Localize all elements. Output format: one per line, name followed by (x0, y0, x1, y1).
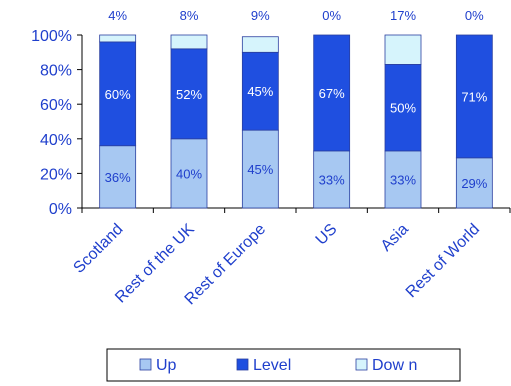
category-label: Scotland (70, 221, 126, 277)
bar-segment-level (241, 51, 279, 131)
legend-label: Dow n (372, 357, 417, 374)
data-label-down: 17% (390, 8, 416, 23)
data-label-level: 71% (461, 89, 487, 104)
bar-segment-up (170, 138, 208, 209)
legend-label: Level (253, 357, 291, 374)
data-label-up: 29% (461, 176, 487, 191)
data-label-down: 9% (251, 8, 270, 23)
legend-swatch-up (139, 358, 152, 371)
category-label: Asia (378, 221, 412, 255)
y-tick-label: 20% (40, 166, 72, 183)
bar-segment-down (170, 34, 208, 50)
legend-swatch-down (355, 358, 368, 371)
bar-segment-up (384, 150, 422, 209)
y-tick-label: 100% (31, 28, 72, 45)
data-label-up: 45% (247, 162, 273, 177)
data-label-level: 60% (105, 87, 131, 102)
category-label: Rest of World (403, 221, 483, 301)
data-label-up: 36% (105, 170, 131, 185)
bar-segment-down (99, 34, 137, 43)
y-tick-label: 80% (40, 63, 72, 80)
bar-segment-up (313, 150, 351, 209)
data-label-up: 33% (319, 172, 345, 187)
legend-box (106, 348, 461, 382)
data-label-level: 45% (247, 84, 273, 99)
bar-segment-level (313, 34, 351, 152)
data-label-down: 0% (465, 8, 484, 23)
bar-segment-up (241, 129, 279, 209)
y-tick-label: 40% (40, 132, 72, 149)
data-label-up: 33% (390, 172, 416, 187)
data-label-up: 40% (176, 166, 202, 181)
y-tick-label: 60% (40, 97, 72, 114)
bar-segment-down (384, 34, 422, 65)
legend-swatch-level (236, 358, 249, 371)
data-label-level: 52% (176, 87, 202, 102)
data-label-down: 8% (180, 8, 199, 23)
data-label-level: 50% (390, 101, 416, 116)
category-label: US (313, 221, 341, 249)
data-label-down: 4% (108, 8, 127, 23)
bar-segment-level (455, 34, 493, 159)
bar-segment-level (384, 64, 422, 152)
bar-segment-level (170, 48, 208, 140)
y-tick-label: 0% (49, 201, 72, 218)
data-label-level: 67% (319, 86, 345, 101)
legend-label: Up (156, 357, 177, 374)
bar-segment-level (99, 41, 137, 147)
data-label-down: 0% (322, 8, 341, 23)
bar-segment-up (99, 145, 137, 209)
bar-segment-down (241, 36, 279, 53)
